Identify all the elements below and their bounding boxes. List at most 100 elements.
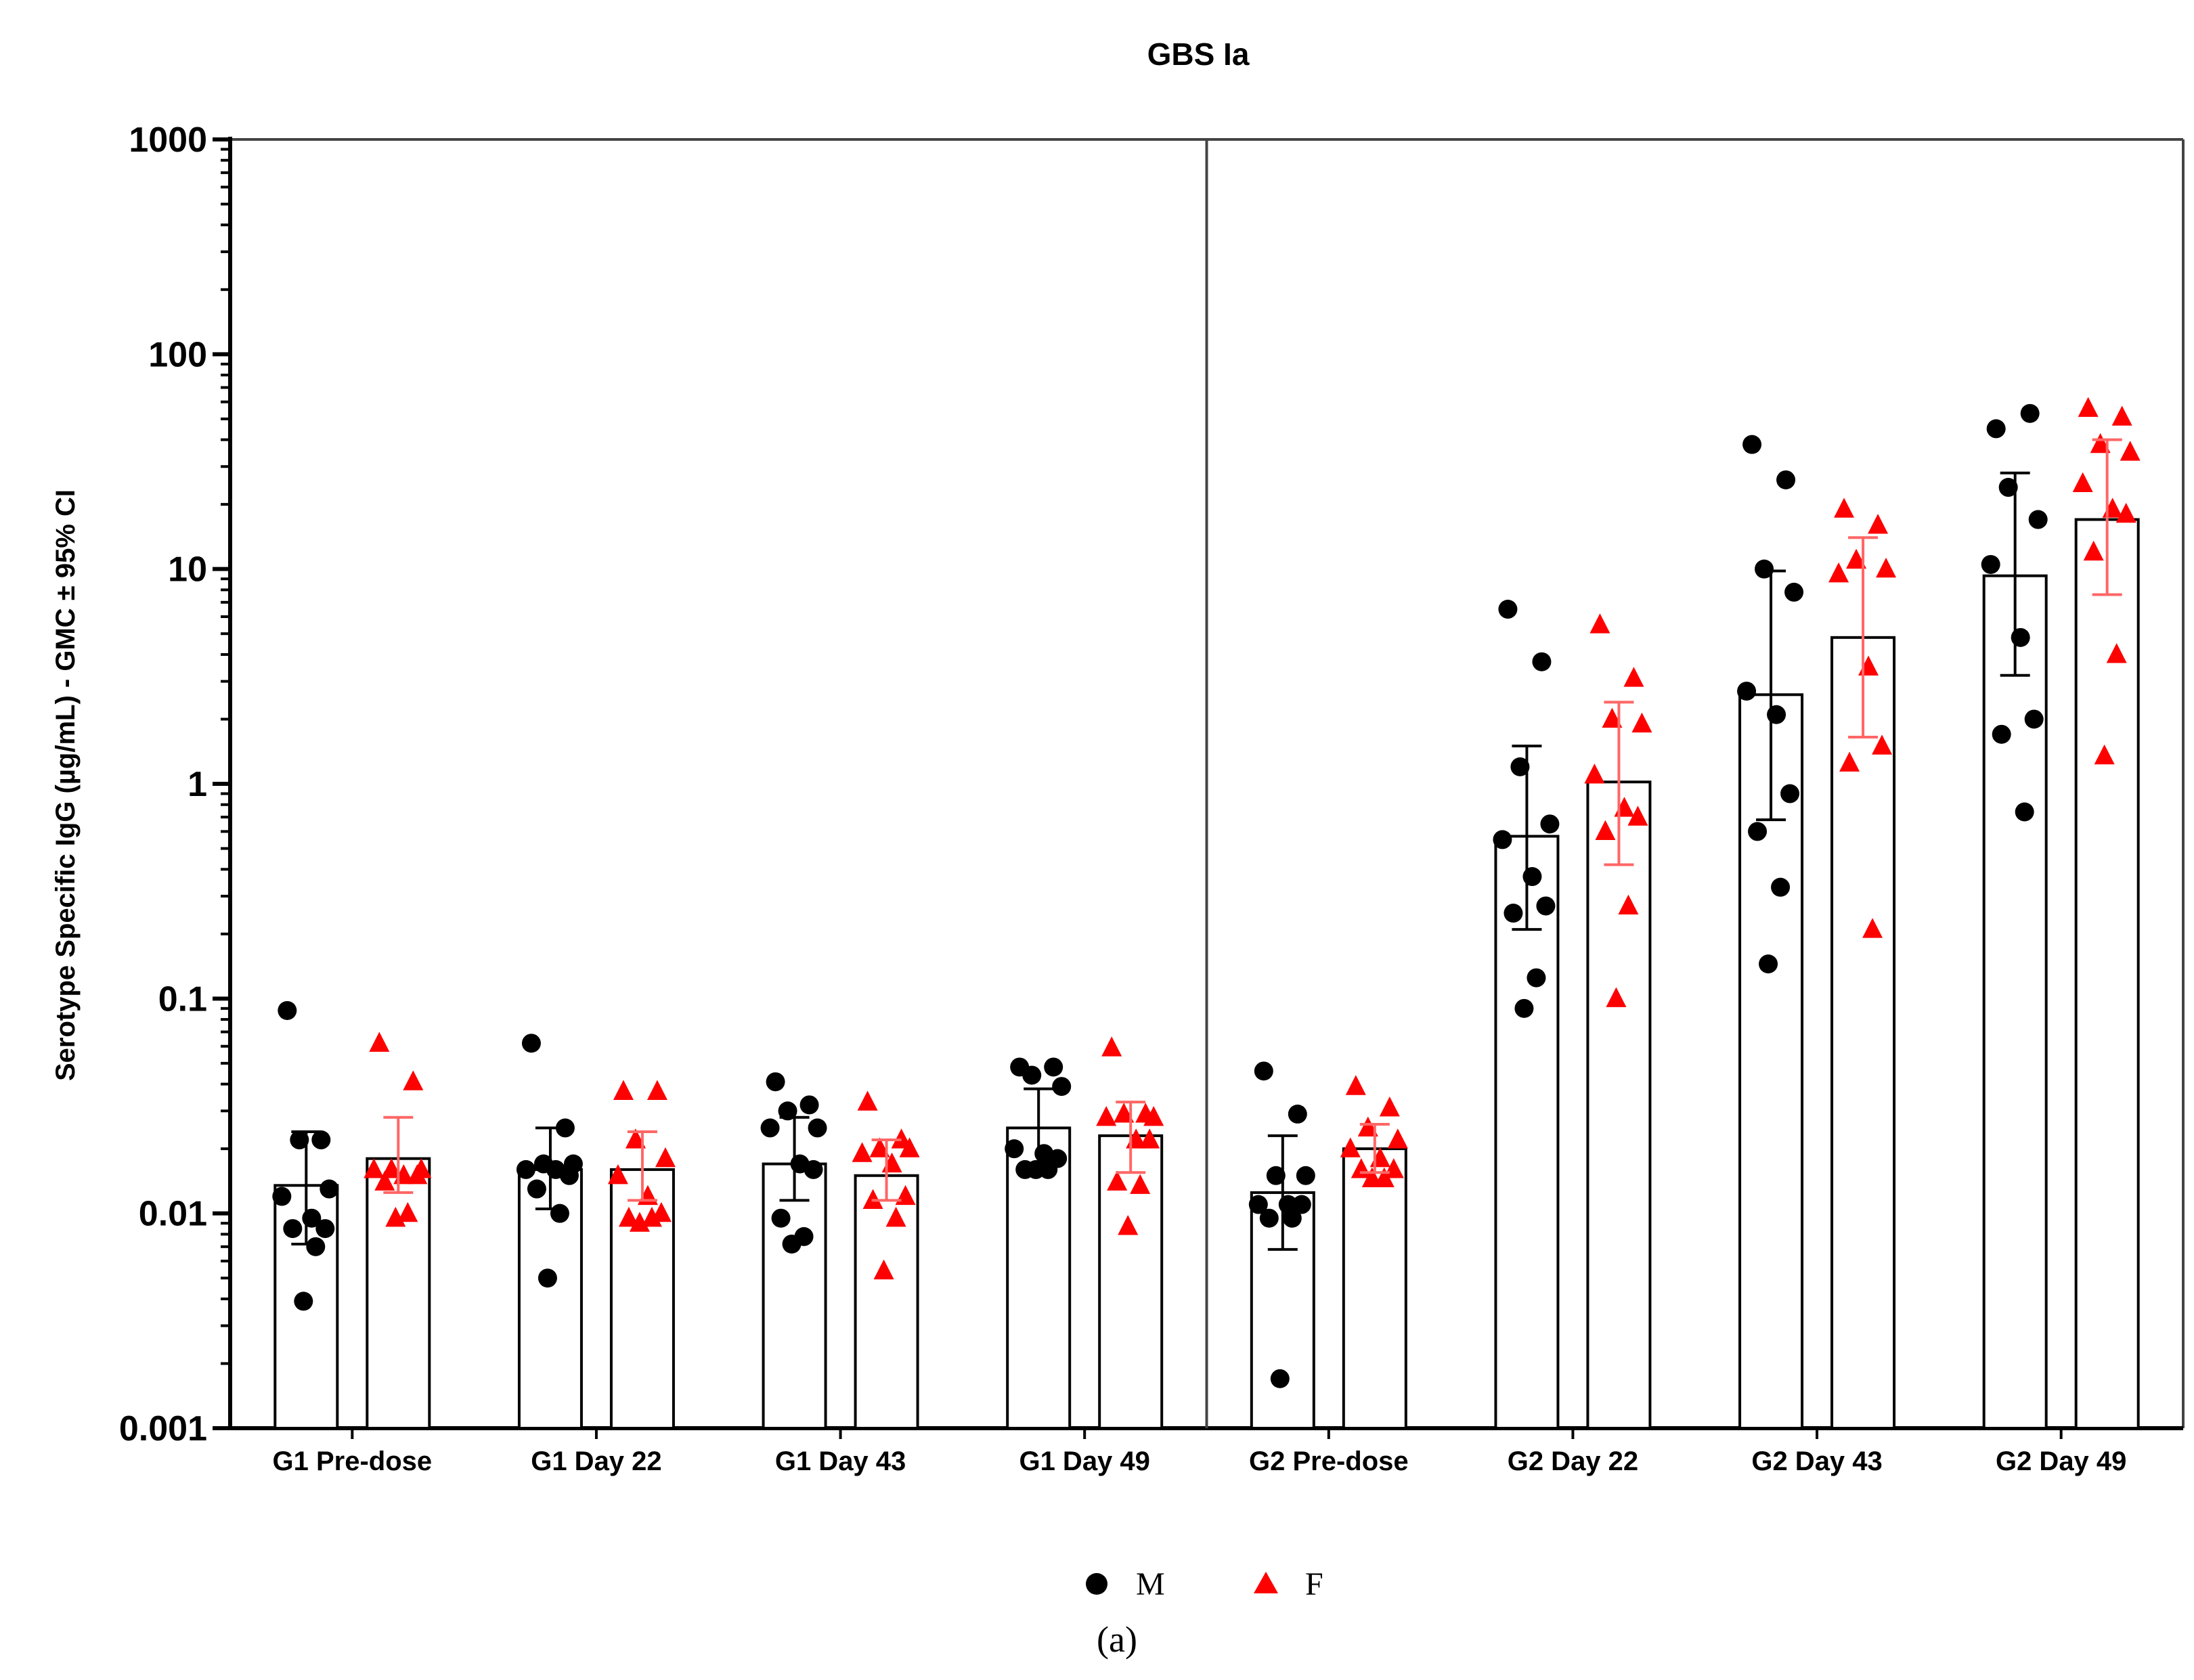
- data-point: [655, 1147, 676, 1168]
- data-point: [1872, 734, 1893, 755]
- y-axis-title: Serotype Specific IgG (µg/mL) - GMC ± 95…: [51, 489, 81, 1081]
- data-point: [1776, 470, 1796, 489]
- data-point: [1026, 1159, 1046, 1179]
- data-point: [1514, 998, 1534, 1018]
- data-point: [1759, 954, 1778, 974]
- data-point: [1270, 1369, 1290, 1388]
- data-point: [782, 1234, 802, 1254]
- data-point: [290, 1130, 309, 1150]
- data-point: [1998, 478, 2018, 498]
- data-point: [873, 1259, 894, 1280]
- data-point: [1504, 904, 1523, 923]
- data-point: [537, 1268, 557, 1288]
- data-point: [1602, 707, 1623, 728]
- data-point: [311, 1130, 331, 1150]
- data-point: [1771, 877, 1791, 897]
- data-point: [1387, 1128, 1408, 1149]
- data-point: [1742, 435, 1762, 454]
- data-point: [1107, 1170, 1128, 1191]
- data-point: [1044, 1057, 1063, 1077]
- x-tick-label: G2 Pre-dose: [1249, 1446, 1409, 1476]
- data-point: [771, 1208, 791, 1228]
- data-point: [1143, 1105, 1164, 1126]
- data-point: [1101, 1036, 1122, 1057]
- data-point: [2072, 472, 2093, 492]
- data-point: [1096, 1105, 1117, 1126]
- data-point: [2015, 802, 2034, 822]
- data-point: [1510, 757, 1530, 776]
- data-point: [869, 1137, 890, 1157]
- y-tick-label: 0.01: [139, 1195, 207, 1234]
- data-point: [1361, 1167, 1382, 1188]
- y-tick-label: 1: [188, 765, 207, 804]
- x-tick-label: G1 Day 22: [531, 1446, 661, 1476]
- data-point: [2111, 405, 2132, 426]
- data-point: [1986, 419, 2006, 439]
- y-tick-label: 0.001: [119, 1409, 207, 1449]
- data-point: [857, 1090, 878, 1111]
- data-point: [1784, 582, 1804, 602]
- legend-marker-F: [1254, 1572, 1278, 1593]
- data-point: [1981, 554, 2000, 574]
- bar: [1982, 574, 2048, 1430]
- data-point: [646, 1080, 667, 1100]
- data-point: [899, 1137, 920, 1157]
- legend-label-F: F: [1305, 1566, 1323, 1602]
- data-point: [1139, 1128, 1160, 1149]
- data-point: [1618, 894, 1639, 915]
- data-point: [2090, 433, 2111, 454]
- data-point: [1052, 1077, 1072, 1097]
- bar: [2074, 518, 2140, 1430]
- data-point: [1266, 1166, 1286, 1185]
- data-point: [2020, 403, 2040, 423]
- x-tick-label: G1 Day 43: [775, 1446, 906, 1476]
- data-point: [1839, 751, 1860, 772]
- data-point: [1595, 820, 1616, 840]
- data-point: [1876, 557, 1897, 578]
- data-point: [1589, 613, 1610, 634]
- data-point: [1532, 652, 1552, 671]
- data-point: [2115, 502, 2136, 523]
- data-point: [306, 1237, 326, 1256]
- data-point: [2094, 744, 2115, 765]
- bar: [1098, 1134, 1164, 1430]
- chart-title: GBS Ia: [1147, 37, 1250, 72]
- bar: [366, 1157, 431, 1430]
- data-point: [320, 1179, 339, 1199]
- data-point: [1584, 764, 1605, 784]
- data-point: [1846, 548, 1867, 569]
- data-point: [527, 1179, 546, 1199]
- series-M: [272, 403, 2048, 1430]
- data-point: [403, 1070, 424, 1090]
- bar: [1830, 636, 1896, 1430]
- data-point: [272, 1187, 292, 1206]
- y-tick-label: 10: [168, 550, 207, 590]
- bar: [517, 1168, 583, 1430]
- data-point: [1828, 562, 1849, 583]
- series-F: [364, 397, 2141, 1430]
- legend-label-M: M: [1136, 1566, 1165, 1602]
- x-tick-label: G1 Pre-dose: [272, 1446, 432, 1476]
- data-point: [2120, 441, 2141, 461]
- data-point: [1282, 1208, 1302, 1228]
- data-point: [641, 1206, 662, 1227]
- data-point: [1536, 896, 1556, 916]
- data-point: [1606, 987, 1627, 1007]
- bar: [762, 1162, 827, 1430]
- data-point: [1780, 784, 1800, 803]
- bar: [1494, 835, 1560, 1430]
- data-point: [1130, 1174, 1151, 1194]
- data-point: [381, 1158, 402, 1178]
- data-point: [2024, 709, 2044, 729]
- data-point: [521, 1034, 541, 1053]
- data-point: [407, 1164, 428, 1185]
- data-point: [364, 1158, 385, 1178]
- data-point: [799, 1095, 819, 1115]
- data-point: [618, 1206, 639, 1227]
- data-point: [1631, 712, 1652, 733]
- data-point: [374, 1170, 395, 1191]
- data-point: [1862, 918, 1883, 938]
- data-point: [283, 1219, 303, 1239]
- data-point: [315, 1219, 335, 1239]
